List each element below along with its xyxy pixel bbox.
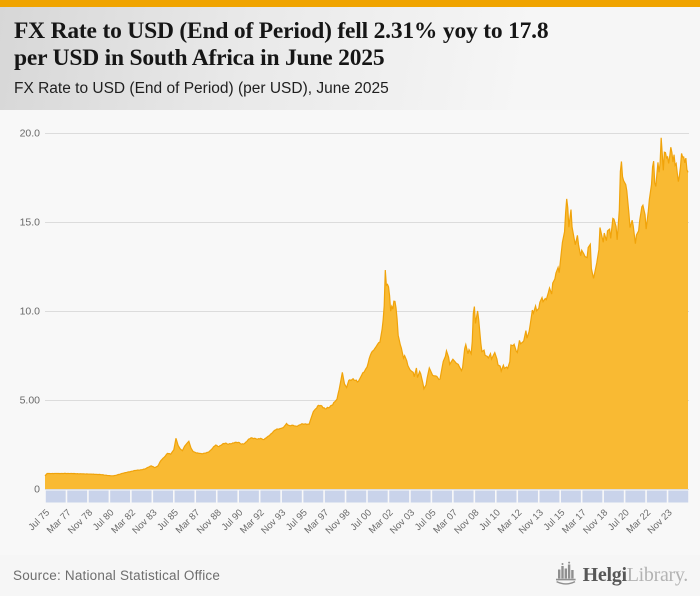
fx-rate-area-edge	[44, 137, 689, 477]
helgi-library-logo[interactable]: HelgiLibrary.	[553, 561, 688, 590]
svg-text:5.00: 5.00	[20, 395, 41, 407]
y-axis-labels: 0 5.00 10.0 15.0 20.0	[20, 128, 41, 496]
chart-panel: 0 5.00 10.0 15.0 20.0 Jul 75 Mar 77 Nov 78 Jul 8…	[0, 110, 700, 555]
fx-rate-area-series[interactable]	[45, 137, 688, 489]
footer: Source: National Statistical Office Helg…	[0, 555, 700, 596]
logo-text-helgi: Helgi	[582, 564, 627, 586]
bar-chart-boat-icon	[553, 561, 579, 590]
page-title-line1: FX Rate to USD (End of Period) fell 2.31…	[14, 18, 549, 44]
logo-text-library: Library.	[626, 564, 689, 586]
logo-wordmark: HelgiLibrary.	[582, 564, 689, 587]
svg-text:10.0: 10.0	[20, 306, 41, 318]
header: FX Rate to USD (End of Period) fell 2.31…	[0, 7, 700, 110]
svg-text:15.0: 15.0	[20, 217, 41, 229]
source-text: Source: National Statistical Office	[13, 568, 221, 583]
page-title: FX Rate to USD (End of Period) fell 2.31…	[14, 18, 686, 73]
svg-text:0: 0	[34, 484, 40, 496]
x-tick-band	[45, 490, 689, 503]
svg-text:20.0: 20.0	[20, 128, 41, 140]
accent-bar	[0, 0, 700, 7]
page-title-line2: per USD in South Africa in June 2025	[14, 45, 385, 72]
page-subtitle: FX Rate to USD (End of Period) (per USD)…	[14, 79, 389, 97]
